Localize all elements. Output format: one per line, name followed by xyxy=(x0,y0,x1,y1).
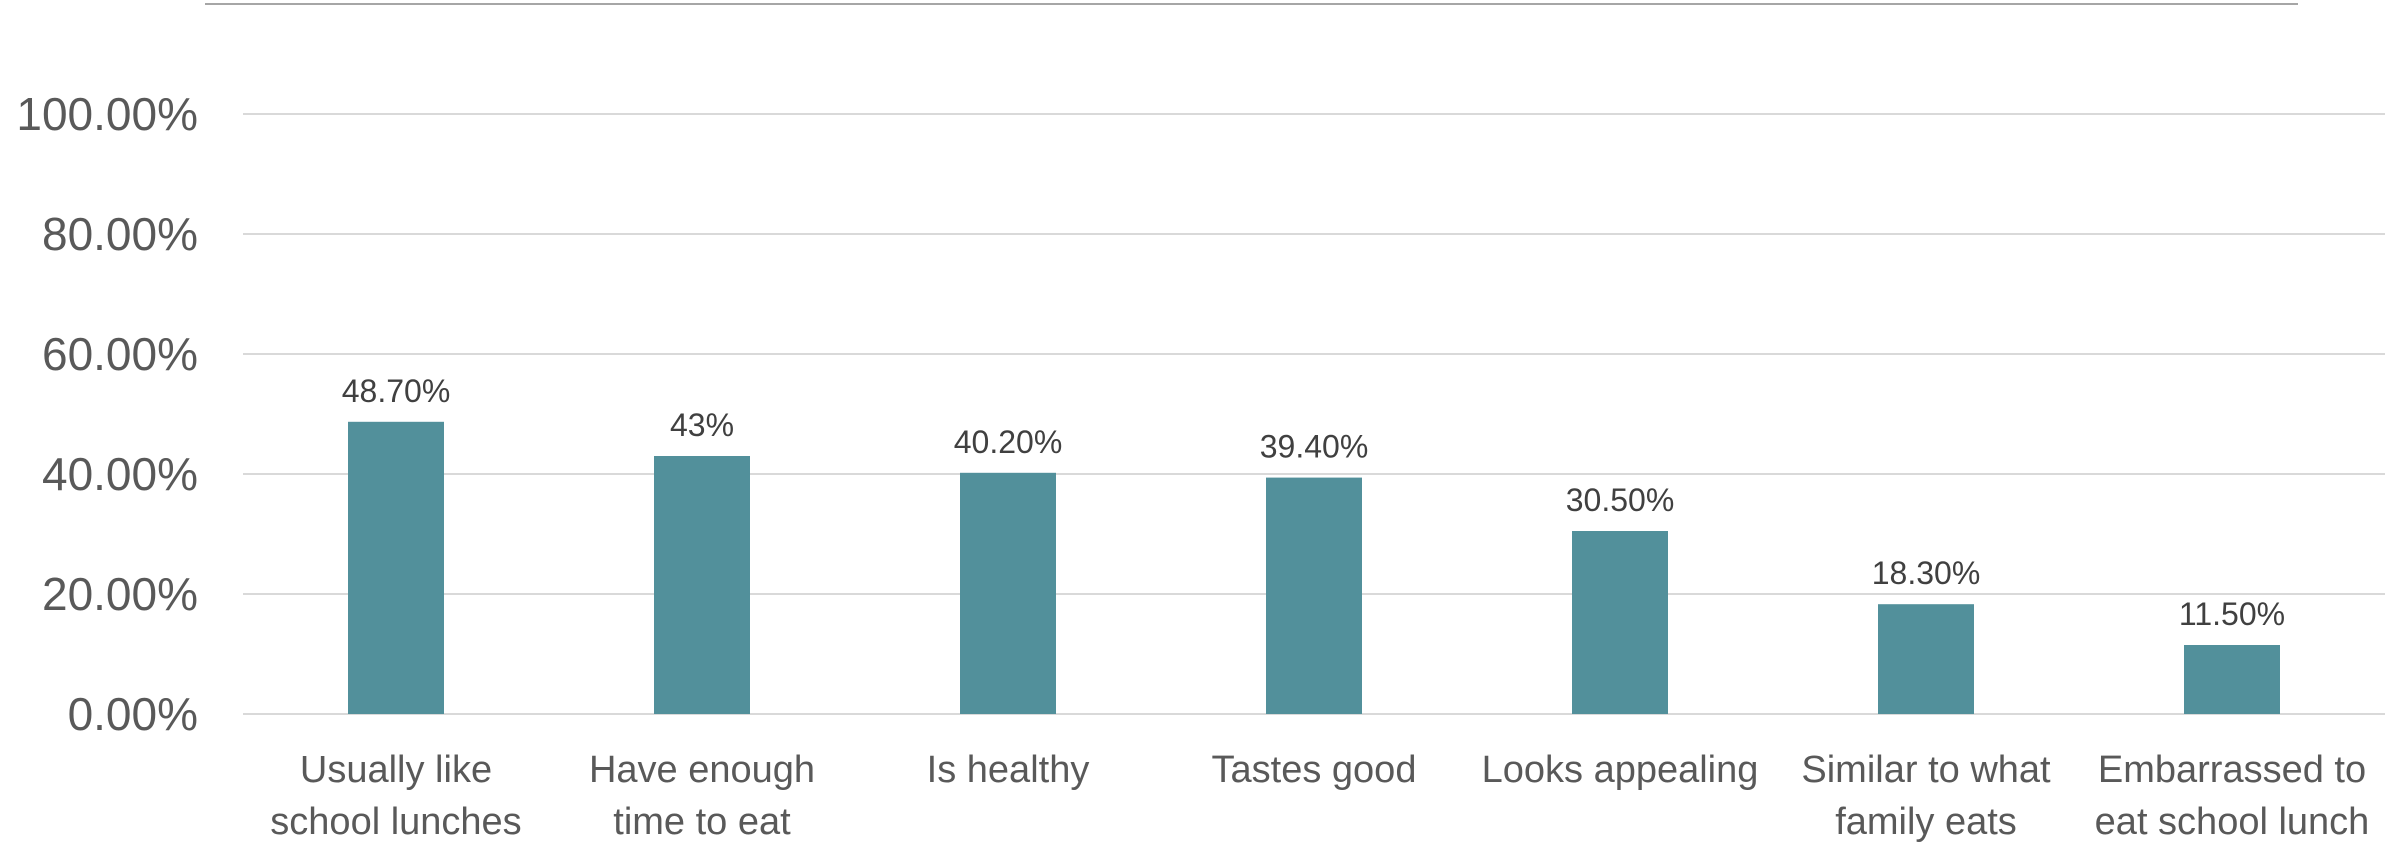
x-category-label: Is healthy xyxy=(927,749,1090,791)
bar xyxy=(1878,604,1974,714)
bar xyxy=(2184,645,2280,714)
bars xyxy=(348,421,2280,714)
bar xyxy=(348,421,444,714)
data-label: 11.50% xyxy=(2179,596,2285,632)
x-category-label: eat school lunch xyxy=(2095,801,2370,843)
x-category-label: family eats xyxy=(1835,801,2017,843)
data-labels: 48.70% 43% 40.20% 39.40% 30.50% 18.30% 11.50% xyxy=(342,373,2285,632)
x-category-label: Usually like xyxy=(300,749,492,791)
data-label: 39.40% xyxy=(1260,429,1369,465)
y-tick-label: 40.00% xyxy=(42,448,198,500)
bar xyxy=(1266,477,1362,714)
x-category-label: Have enough xyxy=(589,749,815,791)
x-category-label: time to eat xyxy=(613,801,791,843)
y-axis-tick-labels: 0.00% 20.00% 40.00% 60.00% 80.00% 100.00% xyxy=(16,88,198,740)
x-category-label: school lunches xyxy=(270,801,521,843)
y-tick-label: 100.00% xyxy=(16,88,198,140)
y-tick-label: 80.00% xyxy=(42,208,198,260)
bar xyxy=(1572,531,1668,714)
bar xyxy=(654,456,750,714)
data-label: 30.50% xyxy=(1566,482,1675,518)
data-label: 40.20% xyxy=(954,424,1063,460)
data-label: 18.30% xyxy=(1872,555,1981,591)
x-category-label: Tastes good xyxy=(1212,749,1417,791)
data-label: 43% xyxy=(670,407,734,443)
x-axis-category-labels: Usually like school lunches Have enough tim… xyxy=(270,749,2369,843)
x-category-label: Looks appealing xyxy=(1482,749,1759,791)
data-label: 48.70% xyxy=(342,373,451,409)
x-category-label: Similar to what xyxy=(1801,749,2051,791)
y-tick-label: 60.00% xyxy=(42,328,198,380)
y-tick-label: 0.00% xyxy=(68,688,198,740)
x-category-label: Embarrassed to xyxy=(2098,749,2366,791)
bar xyxy=(960,472,1056,714)
y-tick-label: 20.00% xyxy=(42,568,198,620)
